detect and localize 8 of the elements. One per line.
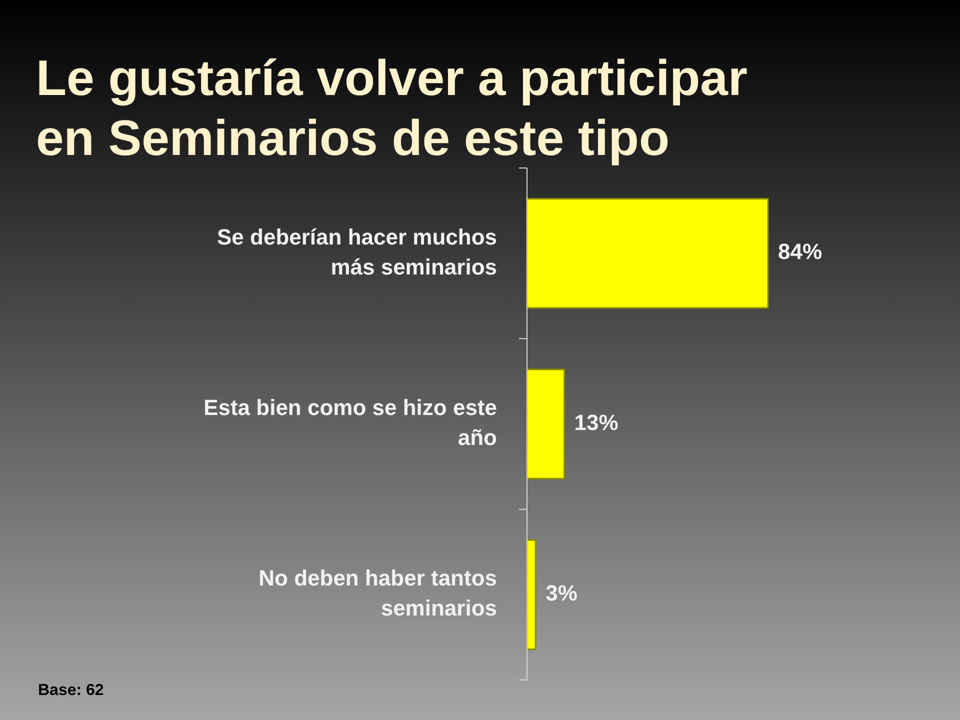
data-label: 84% (778, 239, 822, 264)
y-tick-label: No deben haber tantos seminarios (258, 565, 497, 620)
text: Base: 62 (38, 682, 104, 699)
y-tick-label: Esta bien como se hizo este año (204, 394, 497, 450)
data-label: 13% (574, 410, 618, 435)
data-label: 3% (546, 580, 578, 606)
chart-title: Le gustaría volver a participar en Seminarios de este tipo (36, 50, 748, 166)
y-tick-label: Se deberían hacer muchos más seminarios (217, 224, 497, 280)
